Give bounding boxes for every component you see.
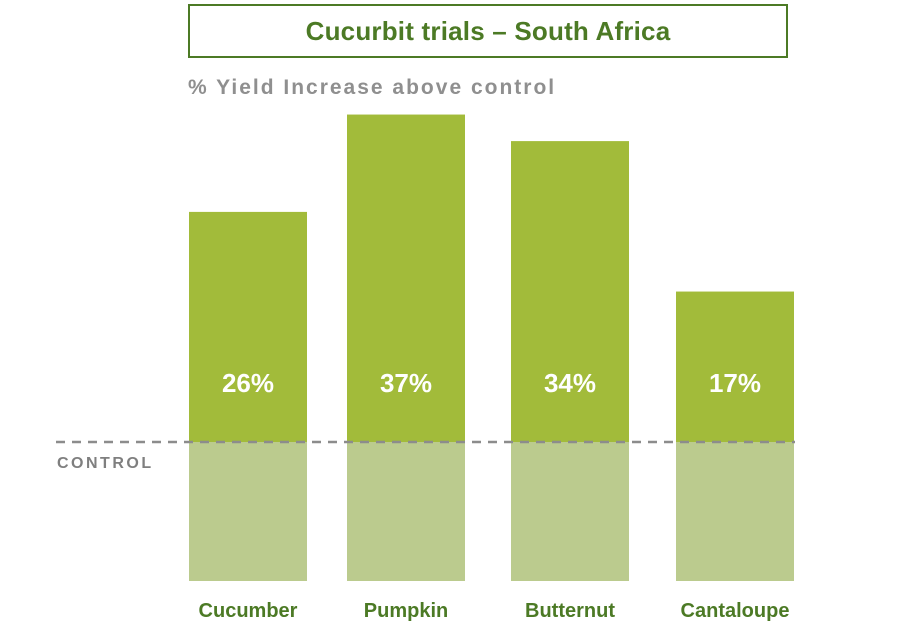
value-label-cantaloupe: 17%: [709, 368, 761, 398]
category-label-pumpkin: Pumpkin: [364, 600, 448, 622]
category-label-butternut: Butternut: [525, 600, 615, 622]
value-labels-group: 26% 37% 34% 17%: [222, 368, 761, 398]
bar-pumpkin: [347, 114, 465, 443]
increase-bars-group: [189, 114, 794, 443]
control-bars-group: [189, 442, 794, 581]
control-bar-butternut: [511, 442, 629, 581]
category-labels-group: Cucumber Pumpkin Butternut Cantaloupe: [199, 600, 790, 622]
bar-cantaloupe: [676, 291, 794, 442]
bar-cucumber: [189, 211, 307, 442]
control-bar-pumpkin: [347, 442, 465, 581]
bar-butternut: [511, 141, 629, 442]
value-label-pumpkin: 37%: [380, 368, 432, 398]
value-label-cucumber: 26%: [222, 368, 274, 398]
chart-ylabel: % Yield Increase above control: [188, 76, 557, 99]
category-label-cantaloupe: Cantaloupe: [681, 600, 790, 622]
value-label-butternut: 34%: [544, 368, 596, 398]
category-label-cucumber: Cucumber: [199, 600, 298, 622]
control-bar-cucumber: [189, 442, 307, 581]
chart-title: Cucurbit trials – South Africa: [305, 15, 671, 46]
control-bar-cantaloupe: [676, 442, 794, 581]
chart-title-box: Cucurbit trials – South Africa: [188, 4, 788, 58]
control-label: CONTROL: [57, 455, 154, 472]
